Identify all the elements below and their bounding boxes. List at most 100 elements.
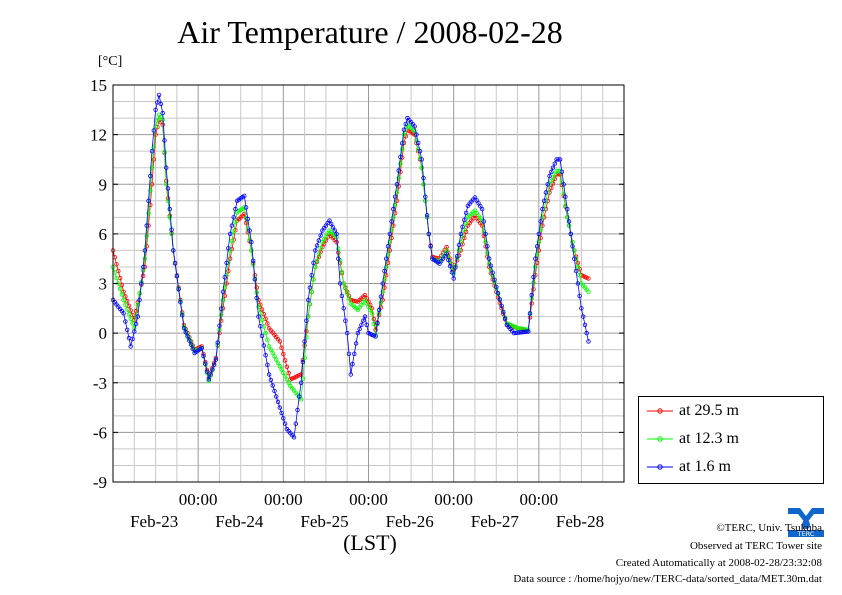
data-point (536, 239, 541, 245)
data-point (259, 307, 265, 312)
data-point (378, 300, 384, 305)
data-point (217, 323, 222, 328)
data-point (274, 394, 279, 399)
data-point (149, 148, 155, 154)
data-point (213, 357, 219, 362)
data-point (266, 372, 272, 377)
data-point (536, 248, 541, 253)
data-point (126, 311, 132, 317)
legend-item-29-5m: at 29.5 m (647, 401, 739, 421)
credit-observed: Observed at TERC Tower site (689, 540, 822, 552)
data-point (540, 223, 545, 228)
legend-marker-29-5m (647, 408, 673, 414)
data-point (581, 314, 586, 319)
data-point (119, 292, 125, 297)
data-point (231, 229, 236, 234)
data-point (387, 231, 392, 237)
data-point (343, 318, 348, 323)
data-point (339, 293, 345, 299)
data-point (151, 128, 156, 133)
data-point (463, 221, 469, 226)
data-point (428, 244, 433, 249)
data-point (586, 339, 591, 344)
data-point (398, 161, 403, 166)
data-point (501, 310, 506, 315)
data-point (552, 161, 557, 166)
data-point (423, 194, 428, 199)
data-point (279, 367, 284, 372)
data-point (549, 185, 554, 191)
x-tick-time: 00:00 (264, 490, 303, 509)
data-point (348, 372, 353, 377)
data-point (495, 290, 501, 296)
data-point (378, 294, 384, 299)
data-point (547, 173, 552, 179)
data-point (149, 182, 155, 187)
data-point (479, 223, 485, 228)
data-point (542, 198, 547, 203)
legend: at 29.5 m at 12.3 m at 1.6 m (638, 396, 824, 484)
data-point (375, 321, 380, 326)
data-point (203, 361, 208, 366)
y-tick-label: -9 (93, 473, 107, 492)
data-point (227, 256, 233, 261)
data-point (144, 233, 149, 239)
data-point (366, 304, 371, 309)
data-point (314, 243, 320, 248)
legend-marker-1-6m (647, 464, 673, 470)
y-tick-label: 3 (99, 275, 108, 294)
data-point (233, 206, 238, 212)
data-point (337, 281, 343, 286)
data-point (446, 257, 451, 263)
data-point (419, 165, 424, 170)
data-point (204, 369, 210, 374)
data-point (455, 254, 460, 259)
data-point (123, 319, 128, 324)
data-point (481, 219, 486, 224)
data-point (499, 303, 504, 308)
data-point (339, 269, 345, 275)
data-point (277, 339, 282, 344)
data-point (391, 206, 396, 212)
data-point (201, 353, 206, 359)
data-point (389, 219, 394, 224)
data-point (275, 399, 281, 405)
data-point (162, 138, 167, 143)
data-point (298, 380, 304, 385)
data-point (400, 141, 405, 146)
data-point (385, 252, 391, 257)
data-point (151, 157, 156, 162)
data-point (121, 297, 126, 303)
data-point (424, 213, 430, 218)
data-point (561, 182, 566, 187)
data-point (121, 311, 126, 316)
legend-label-12-3m: at 12.3 m (679, 430, 739, 447)
data-point (142, 256, 148, 261)
data-point (332, 228, 337, 233)
data-point (502, 316, 508, 321)
data-point (559, 169, 565, 174)
data-point (300, 359, 306, 365)
data-point (274, 357, 279, 362)
data-point (382, 285, 387, 290)
data-point (543, 190, 549, 195)
data-point (526, 329, 531, 334)
data-point (575, 264, 581, 270)
data-point (172, 261, 178, 266)
data-point (249, 239, 254, 245)
data-point (575, 281, 581, 286)
data-point (146, 198, 151, 203)
data-point (318, 246, 323, 251)
x-axis-label: (LST) (343, 530, 397, 555)
data-point (572, 248, 577, 253)
data-point (185, 334, 190, 339)
data-point (369, 311, 375, 316)
x-tick-date: Feb-23 (130, 512, 178, 531)
y-tick-label: -3 (93, 374, 107, 393)
data-point (188, 342, 194, 347)
data-point (565, 206, 570, 212)
data-point (167, 206, 172, 212)
legend-label-1-6m: at 1.6 m (679, 458, 731, 475)
data-point (400, 146, 405, 152)
data-point (268, 347, 274, 352)
